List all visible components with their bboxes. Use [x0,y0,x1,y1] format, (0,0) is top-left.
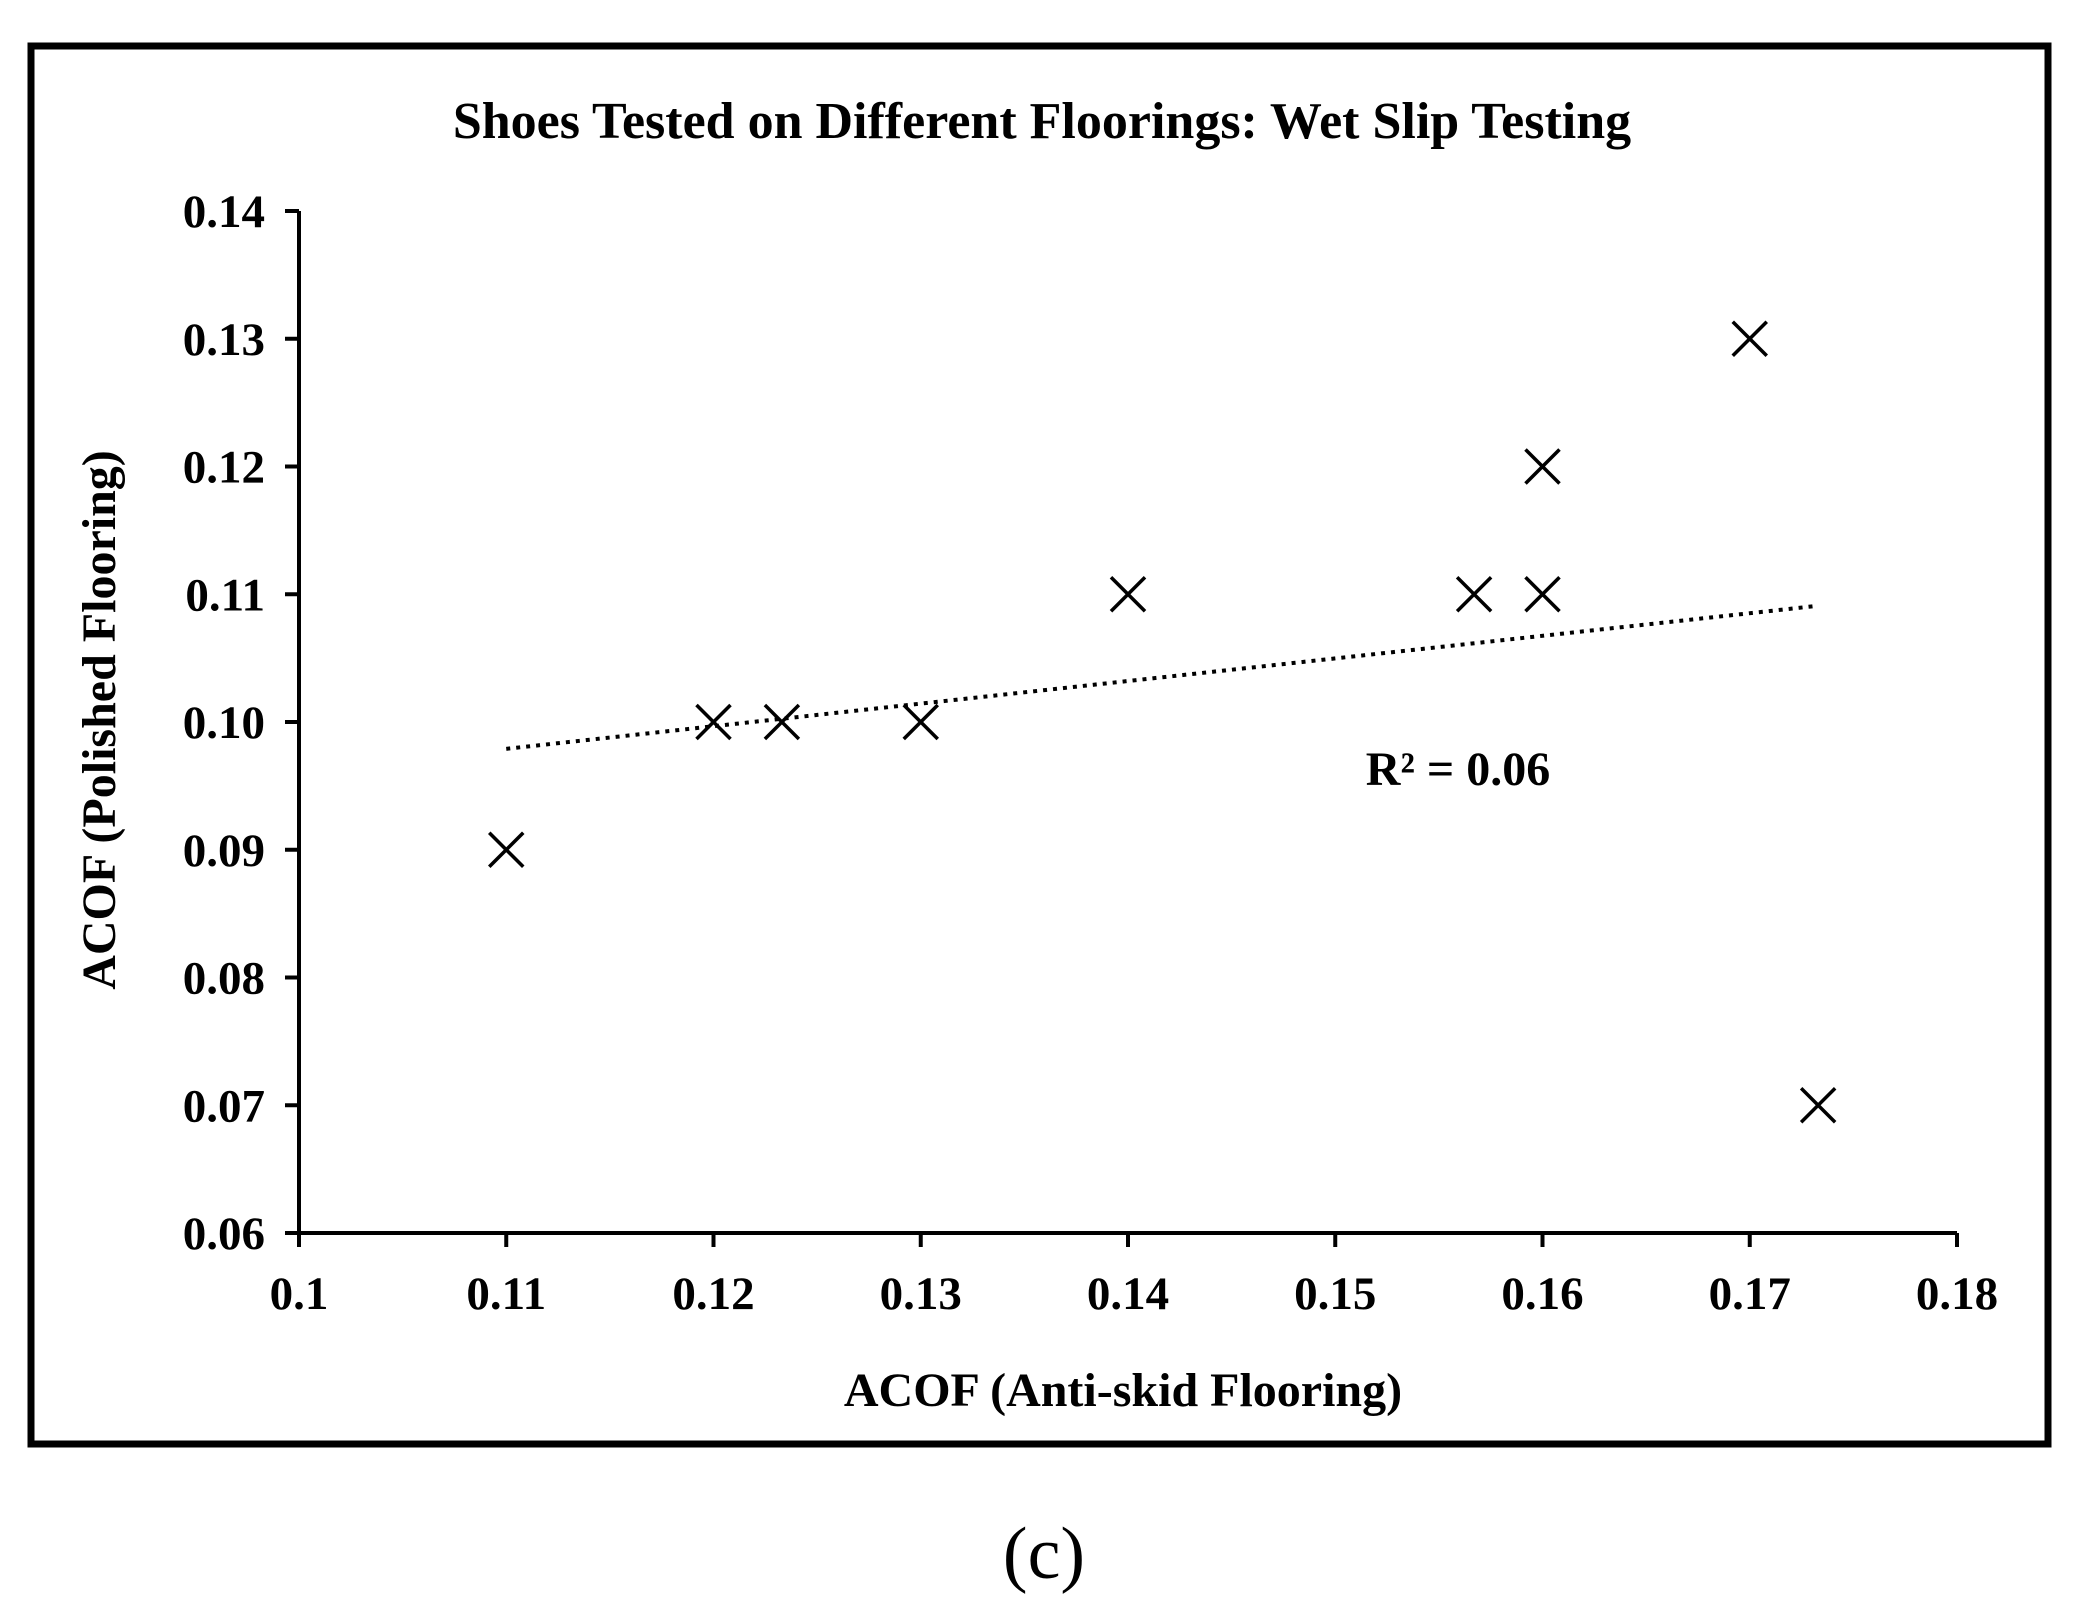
data-point [1109,576,1147,613]
data-point-stroke [763,703,801,741]
y-tick-label: 0.09 [183,825,265,877]
y-tick-label: 0.13 [183,314,265,366]
x-axis-label: ACOF (Anti-skid Flooring) [844,1364,1402,1417]
x-tick-label: 0.16 [1501,1268,1583,1320]
data-point [1524,448,1561,485]
r-squared-annotation: R² = 0.06 [1366,743,1550,796]
x-tick-label: 0.15 [1294,1268,1376,1320]
y-axis-label: ACOF (Polished Flooring) [73,450,126,990]
y-tick-label: 0.12 [183,442,265,494]
x-tick-label: 0.1 [270,1268,329,1320]
data-point [763,703,801,741]
figure-frame [27,42,2052,1448]
x-tick-label: 0.14 [1087,1268,1169,1320]
figure-caption: (c) [1003,1513,1085,1595]
data-point [902,703,939,741]
data-point [488,831,525,868]
x-tick-label: 0.18 [1916,1268,1998,1320]
data-point [1799,1087,1837,1124]
data-point-stroke [1731,320,1768,357]
y-tick-label: 0.10 [183,697,265,749]
y-tick-label: 0.08 [183,953,265,1005]
data-point-stroke [1109,576,1147,613]
data-point-stroke [1524,448,1561,485]
x-tick-label: 0.13 [880,1268,962,1320]
y-tick-label: 0.06 [183,1208,265,1260]
data-point [1524,576,1561,613]
data-point-stroke [1524,576,1561,613]
y-tick-label: 0.11 [185,569,265,621]
data-point-stroke [695,703,732,741]
y-tick-label: 0.14 [183,186,265,238]
data-point [1731,320,1768,357]
data-point-stroke [488,831,525,868]
plot-area: 0.1 0.11 0.12 0.13 0.14 0.15 0.16 0.17 0.18 0.06 0… [183,186,1998,1320]
data-point-stroke [1455,576,1493,613]
data-point [1455,576,1493,613]
x-tick-label: 0.17 [1709,1268,1791,1320]
y-tick-label: 0.07 [183,1080,265,1132]
data-point [695,703,732,741]
x-tick-label: 0.11 [466,1268,546,1320]
data-point-stroke [902,703,939,741]
data-point-stroke [1799,1087,1837,1124]
chart-title: Shoes Tested on Different Floorings: Wet… [453,93,1631,150]
x-tick-label: 0.12 [672,1268,754,1320]
